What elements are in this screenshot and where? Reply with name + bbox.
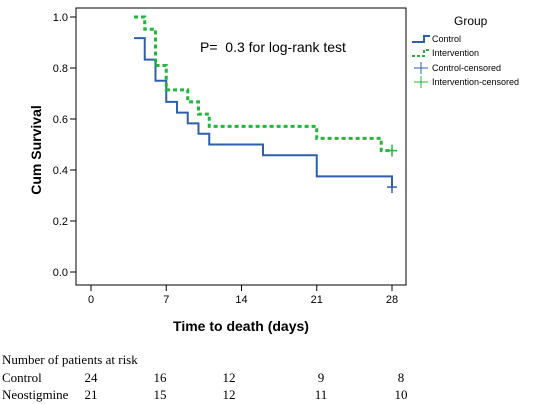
x-tick-label: 28: [386, 294, 398, 306]
x-tick-label: 14: [235, 294, 247, 306]
legend-title: Group: [454, 14, 488, 28]
x-tick-label: 7: [163, 294, 169, 306]
legend-entry-intervention: Intervention: [432, 48, 479, 58]
x-axis-ticks: 0 7 14 21 28: [88, 285, 398, 306]
legend-entry-control-censored: Control-censored: [432, 63, 501, 73]
risk-table: Number of patients at risk Control 24 16…: [0, 345, 533, 404]
risk-value: 15: [153, 387, 167, 402]
risk-value: 12: [222, 387, 236, 402]
y-tick-label: 0.4: [53, 165, 68, 177]
legend-entry-control: Control: [432, 34, 461, 44]
y-axis-label: Cum Survival: [28, 105, 44, 194]
survival-curves: [134, 15, 393, 188]
y-axis-ticks: 0.0 0.2 0.4 0.6 0.8 1.0: [53, 12, 76, 279]
risk-value: 11: [314, 387, 328, 402]
legend-swatch-intervention-censored: [414, 76, 428, 88]
legend-entry-intervention-censored: Intervention-censored: [432, 77, 519, 87]
legend-swatch-intervention: [412, 49, 430, 57]
risk-row-group: Control: [2, 370, 42, 385]
y-tick-label: 0.0: [53, 267, 68, 279]
legend: Group Control Intervention Control-censo…: [412, 14, 519, 88]
risk-value: 24: [84, 370, 98, 385]
risk-value: 16: [153, 370, 167, 385]
y-tick-label: 0.6: [53, 114, 68, 126]
series-line-control: [134, 37, 393, 188]
y-tick-label: 0.2: [53, 216, 68, 228]
plot-frame: [75, 7, 407, 286]
risk-value: 10: [394, 387, 408, 402]
risk-table-title: Number of patients at risk: [2, 352, 138, 367]
censor-marks: [387, 144, 397, 194]
legend-swatch-control: [412, 35, 430, 43]
risk-value: 8: [397, 370, 405, 385]
risk-row-group: Neostigmine: [2, 387, 69, 402]
log-rank-annotation: P= 0.3 for log-rank test: [200, 39, 346, 55]
risk-value: 9: [317, 370, 325, 385]
x-tick-label: 0: [88, 294, 94, 306]
kaplan-meier-chart: 0.0 0.2 0.4 0.6 0.8 1.0 0 7 14 21 28 Cum Survival…: [28, 7, 519, 334]
risk-row-control: Control 24 16 12 9 8: [0, 370, 533, 387]
risk-value: 12: [222, 370, 236, 385]
x-axis-label: Time to death (days): [173, 318, 309, 334]
risk-row-neostigmine: Neostigmine 21 15 12 11 10: [0, 387, 533, 404]
legend-swatch-control-censored: [414, 62, 428, 74]
y-tick-label: 0.8: [53, 63, 68, 75]
y-tick-label: 1.0: [53, 12, 68, 24]
x-tick-label: 21: [311, 294, 323, 306]
risk-value: 21: [84, 387, 98, 402]
series-line-intervention: [134, 15, 392, 153]
